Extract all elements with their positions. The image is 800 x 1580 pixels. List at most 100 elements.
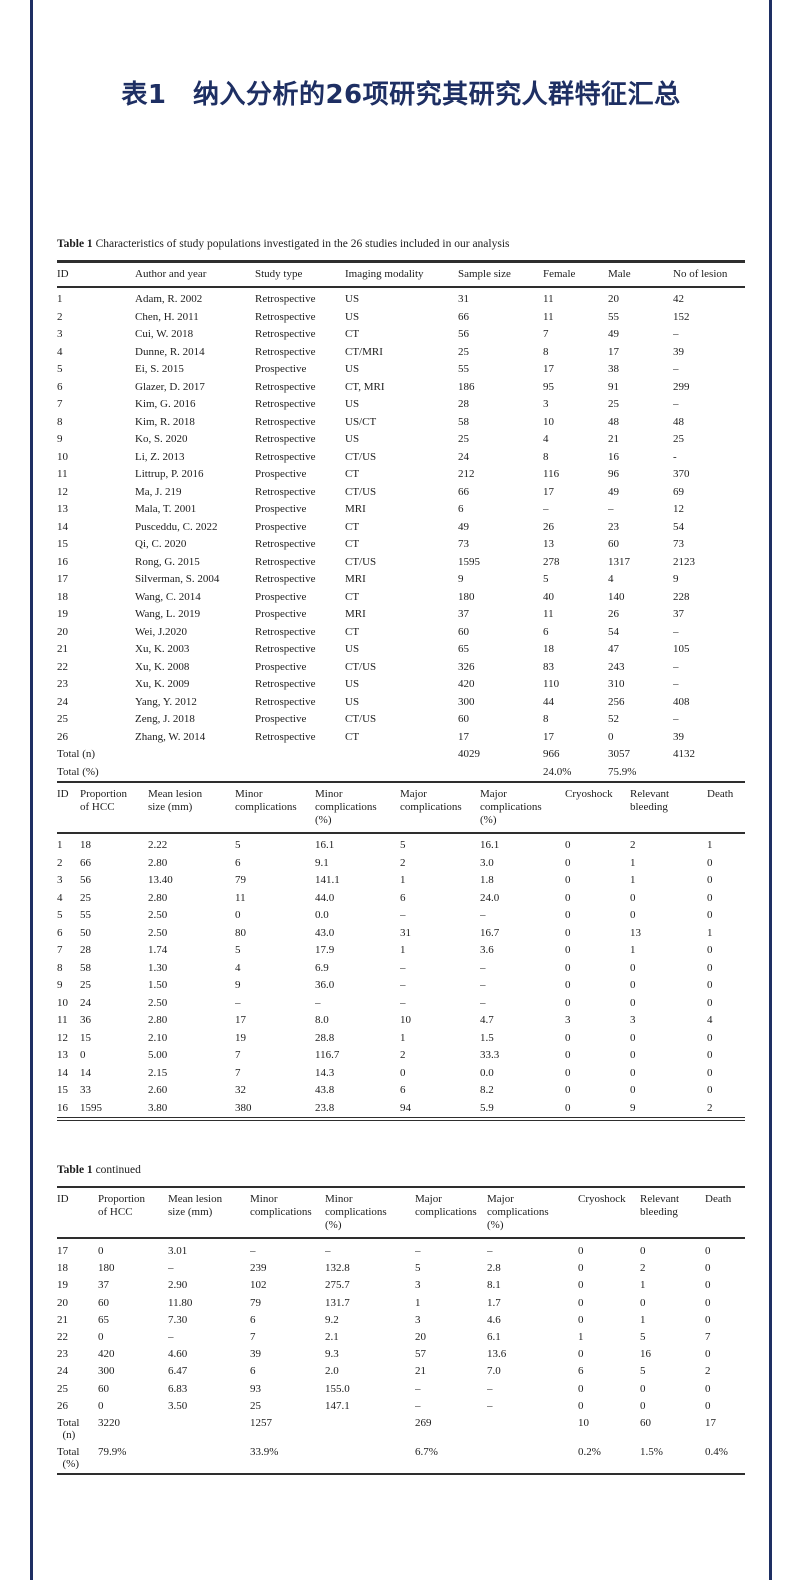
cell: Prospective xyxy=(255,590,307,603)
cell: 7 xyxy=(235,1066,241,1079)
cell: – xyxy=(315,996,321,1009)
cell: 0 xyxy=(705,1262,711,1275)
cell: Adam, R. 2002 xyxy=(135,293,203,305)
cell: 14 xyxy=(80,1066,91,1079)
table-caption: Table 1 Characteristics of study populat… xyxy=(57,237,745,251)
cell: 300 xyxy=(458,695,475,708)
cell: 11 xyxy=(57,1014,68,1026)
cell: Retrospective xyxy=(255,415,316,428)
cell: 105 xyxy=(673,643,690,655)
cell: 6 xyxy=(57,926,63,939)
cell: 22 xyxy=(57,660,68,673)
cell: 15 xyxy=(57,538,68,550)
cell: 10 xyxy=(578,1416,589,1429)
cell: Prospective xyxy=(255,468,307,480)
cell: 65 xyxy=(458,643,469,655)
header-row: ID Proportion of HCC Mean lesion size (mm) Mi… xyxy=(57,1186,745,1239)
cell: 6 xyxy=(235,856,241,869)
table-row: 2 Chen, H. 2011 Retrospective US 66 11 55 152 xyxy=(57,309,745,327)
column-header: ID xyxy=(57,260,135,288)
cell: 0.0 xyxy=(315,909,329,921)
cell: 2123 xyxy=(673,555,695,568)
cell: 3 xyxy=(565,1014,571,1026)
cell: 16.1 xyxy=(480,839,500,851)
cell: 31 xyxy=(458,293,469,305)
cell: 24 xyxy=(57,695,68,708)
cell: 21 xyxy=(415,1365,426,1378)
cell: Ma, J. 219 xyxy=(135,485,182,498)
cell: 0 xyxy=(705,1296,711,1309)
table-row: 13 0 5.00 7 116.7 2 33.3 0 0 0 xyxy=(57,1047,745,1065)
cell: 79 xyxy=(250,1296,261,1309)
cell: CT/US xyxy=(345,450,377,463)
cell: 12 xyxy=(673,503,684,515)
cell: 33.3 xyxy=(480,1049,500,1061)
cell: 6 xyxy=(250,1313,256,1326)
cell: 66 xyxy=(458,485,469,498)
cell: 43.0 xyxy=(315,926,335,939)
cell: 0 xyxy=(707,1049,713,1061)
cell: 1 xyxy=(400,944,406,956)
table-row: 24 Yang, Y. 2012 Retrospective US 300 44 256 40… xyxy=(57,694,745,712)
cell: 11 xyxy=(543,310,554,323)
left-border-line xyxy=(30,0,33,1580)
cell: 0 xyxy=(98,1399,104,1412)
cell: 9 xyxy=(673,573,679,585)
cell: Kim, R. 2018 xyxy=(135,415,195,428)
cell: 0 xyxy=(707,979,713,991)
cell: 1 xyxy=(630,944,636,956)
cell: 54 xyxy=(608,625,619,638)
cell: Retrospective xyxy=(255,643,316,655)
cell: 2.15 xyxy=(148,1066,168,1079)
cell: 7 xyxy=(543,328,549,340)
cell: Prospective xyxy=(255,713,307,725)
cell: 5 xyxy=(640,1365,646,1378)
cell: 0 xyxy=(707,891,713,904)
column-header: Sample size xyxy=(458,260,543,288)
cell: US xyxy=(345,433,360,445)
cell: 3.6 xyxy=(480,944,494,956)
table-row: 7 Kim, G. 2016 Retrospective US 28 3 25 – xyxy=(57,396,745,414)
cell: CT xyxy=(345,730,360,743)
cell: – xyxy=(415,1382,421,1395)
cell: 326 xyxy=(458,660,475,673)
cell: – xyxy=(250,1245,256,1257)
cell: 0 xyxy=(578,1399,584,1412)
complications-table-continued: ID Proportion of HCC Mean lesion size (mm) Mi… xyxy=(57,1186,745,1475)
table-row: 9 25 1.50 9 36.0 – – 0 0 0 xyxy=(57,977,745,995)
cell: – xyxy=(325,1245,331,1257)
column-header: Author and year xyxy=(135,260,255,288)
cell: 0 xyxy=(565,1031,571,1044)
cell: 36.0 xyxy=(315,979,335,991)
cell: 7.0 xyxy=(487,1365,501,1378)
cell: 0 xyxy=(630,1031,636,1044)
column-header: No of lesion xyxy=(673,260,745,288)
cell: 420 xyxy=(458,678,475,690)
cell: 17 xyxy=(543,730,554,743)
cell: 155.0 xyxy=(325,1382,350,1395)
cell: 13.40 xyxy=(148,874,173,886)
table-row: 16 1595 3.80 380 23.8 94 5.9 0 9 2 xyxy=(57,1100,745,1120)
cell: MRI xyxy=(345,608,366,620)
cell: CT xyxy=(345,538,360,550)
cell: Retrospective xyxy=(255,380,316,393)
cell: 0 xyxy=(707,944,713,956)
column-header: Imaging modality xyxy=(345,260,458,288)
cell: 55 xyxy=(458,363,469,375)
cell: 0 xyxy=(565,979,571,991)
cell: 0 xyxy=(630,961,636,974)
cell: – xyxy=(608,503,614,515)
cell: Qi, C. 2020 xyxy=(135,538,187,550)
table-row: 11 36 2.80 17 8.0 10 4.7 3 3 4 xyxy=(57,1012,745,1030)
cell: – xyxy=(673,625,679,638)
cell: 21 xyxy=(57,643,68,655)
cell: 0 xyxy=(705,1313,711,1326)
cell: 141.1 xyxy=(315,874,340,886)
cell: 40 xyxy=(543,590,554,603)
cell: 49 xyxy=(608,485,619,498)
cell: Prospective xyxy=(255,503,307,515)
cell: 269 xyxy=(415,1416,432,1429)
cell: MRI xyxy=(345,573,366,585)
cell: 16 xyxy=(57,1101,68,1114)
cell: 0 xyxy=(705,1399,711,1412)
